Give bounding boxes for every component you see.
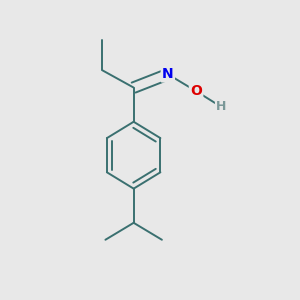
Text: N: N [162, 67, 174, 81]
Text: H: H [216, 100, 226, 113]
Text: O: O [190, 84, 202, 98]
